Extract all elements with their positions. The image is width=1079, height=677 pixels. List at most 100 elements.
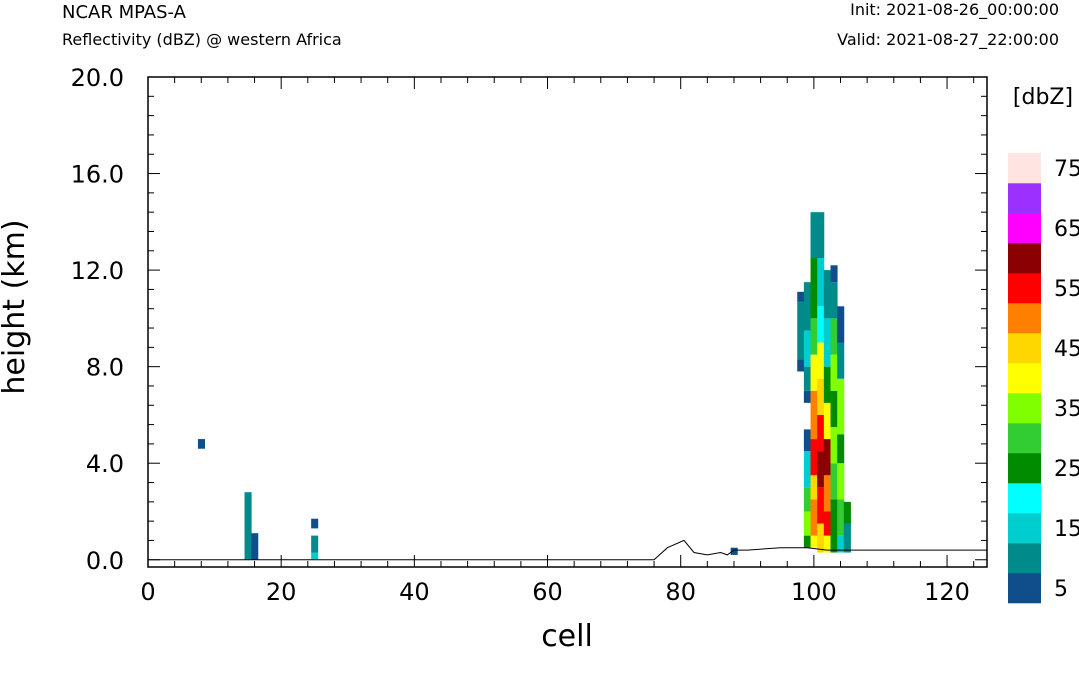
reflectivity-cell — [837, 434, 845, 464]
x-tick-label: 40 — [399, 578, 430, 606]
colorbar-label: 5 — [1054, 577, 1068, 602]
x-tick-label: 120 — [924, 578, 970, 606]
reflectivity-cell — [830, 282, 838, 319]
reflectivity-cell — [843, 501, 851, 524]
reflectivity-cell — [251, 533, 259, 560]
reflectivity-cell — [837, 499, 845, 536]
x-tick-label: 0 — [140, 578, 155, 606]
reflectivity-cell — [830, 427, 838, 464]
y-tick-label: 16.0 — [71, 161, 124, 189]
colorbar-swatch — [1008, 453, 1041, 484]
x-tick-label: 100 — [791, 578, 837, 606]
reflectivity-cell — [843, 523, 851, 553]
colorbar-label: 75 — [1054, 157, 1079, 182]
header-init-time: Init: 2021-08-26_00:00:00 — [850, 0, 1059, 20]
reflectivity-cell — [810, 535, 818, 548]
reflectivity-cell — [837, 306, 845, 343]
reflectivity-cell — [823, 366, 831, 403]
colorbar-swatch — [1008, 393, 1041, 424]
reflectivity-cell — [817, 451, 825, 488]
reflectivity-cell — [810, 475, 818, 500]
reflectivity-cell — [830, 318, 838, 355]
reflectivity-cell — [797, 291, 805, 302]
reflectivity-cell — [311, 535, 319, 553]
reflectivity-cell — [803, 282, 811, 331]
reflectivity-cell — [837, 535, 845, 553]
colorbar-swatch — [1008, 333, 1041, 364]
reflectivity-cell — [830, 354, 838, 391]
colorbar-swatch — [1008, 273, 1041, 304]
header-subtitle: Reflectivity (dBZ) @ western Africa — [62, 30, 342, 49]
reflectivity-cell — [817, 258, 825, 307]
plot-frame — [147, 76, 988, 568]
colorbar-swatch — [1008, 183, 1041, 214]
reflectivity-cell — [817, 342, 825, 379]
y-axis-title: height (km) — [0, 219, 32, 394]
reflectivity-cell — [810, 318, 818, 355]
colorbar-label: 45 — [1054, 337, 1079, 362]
reflectivity-cell — [803, 487, 811, 512]
reflectivity-cell — [823, 318, 831, 367]
colorbar-swatch — [1008, 483, 1041, 514]
y-tick-label: 0.0 — [86, 547, 124, 575]
reflectivity-cell — [803, 511, 811, 536]
colorbar-label: 15 — [1054, 517, 1079, 542]
x-tick-label: 60 — [532, 578, 563, 606]
colorbar-swatch — [1008, 543, 1041, 574]
plot-axes: 0 20 40 60 80 100 120 0.0 4.0 8.0 12.0 16.0 20.0 — [71, 64, 988, 606]
reflectivity-cell — [730, 547, 738, 555]
colorbar-label: 35 — [1054, 397, 1079, 422]
reflectivity-cell — [803, 535, 811, 548]
reflectivity-cell — [817, 378, 825, 415]
header-valid-time: Valid: 2021-08-27_22:00:00 — [837, 30, 1059, 50]
reflectivity-cell — [837, 342, 845, 379]
reflectivity-cell — [823, 511, 831, 536]
y-tick-label: 4.0 — [86, 450, 124, 478]
reflectivity-cell — [810, 439, 818, 476]
colorbar-swatch — [1008, 423, 1041, 454]
reflectivity-cell — [817, 487, 825, 524]
reflectivity-cell — [810, 258, 818, 319]
x-tick-label: 80 — [665, 578, 696, 606]
x-tick-label: 20 — [266, 578, 297, 606]
reflectivity-cell — [830, 390, 838, 427]
y-tick-label: 20.0 — [71, 64, 124, 92]
colorbar: 5 15 25 35 45 55 65 75 — [1008, 153, 1079, 604]
reflectivity-cell — [823, 439, 831, 476]
reflectivity-cell — [830, 499, 838, 553]
reflectivity-cell — [810, 390, 818, 440]
reflectivity-cell — [311, 552, 319, 560]
reflectivity-cell — [244, 492, 252, 560]
reflectivity-cell — [823, 475, 831, 512]
reflectivity-cell — [823, 535, 831, 553]
reflectivity-cell — [823, 270, 831, 319]
reflectivity-cell — [803, 429, 811, 452]
reflectivity-cell — [311, 518, 319, 529]
y-tick-label: 12.0 — [71, 257, 124, 285]
reflectivity-cell — [830, 265, 838, 283]
terrain-line — [148, 539, 987, 561]
reflectivity-cell — [810, 499, 818, 536]
reflectivity-cell — [837, 378, 845, 435]
header-title: NCAR MPAS-A — [62, 2, 187, 23]
reflectivity-cell — [803, 451, 811, 488]
reflectivity-cell — [817, 414, 825, 452]
colorbar-swatch — [1008, 243, 1041, 274]
colorbar-label: 65 — [1054, 217, 1079, 242]
y-tick-label: 8.0 — [86, 354, 124, 382]
terrain-profile — [148, 539, 987, 561]
reflectivity-cell — [797, 301, 805, 360]
reflectivity-cell — [817, 523, 825, 553]
colorbar-swatch — [1008, 573, 1041, 604]
reflectivity-cell — [803, 390, 811, 403]
reflectivity-cell — [823, 402, 831, 440]
colorbar-swatch — [1008, 153, 1041, 184]
colorbar-label: 25 — [1054, 457, 1079, 482]
x-axis-title: cell — [541, 619, 593, 654]
reflectivity-cell — [817, 306, 825, 343]
reflectivity-cell — [830, 463, 838, 500]
reflectivity-cell — [797, 359, 805, 372]
colorbar-swatch — [1008, 363, 1041, 394]
reflectivity-cell — [817, 212, 825, 259]
